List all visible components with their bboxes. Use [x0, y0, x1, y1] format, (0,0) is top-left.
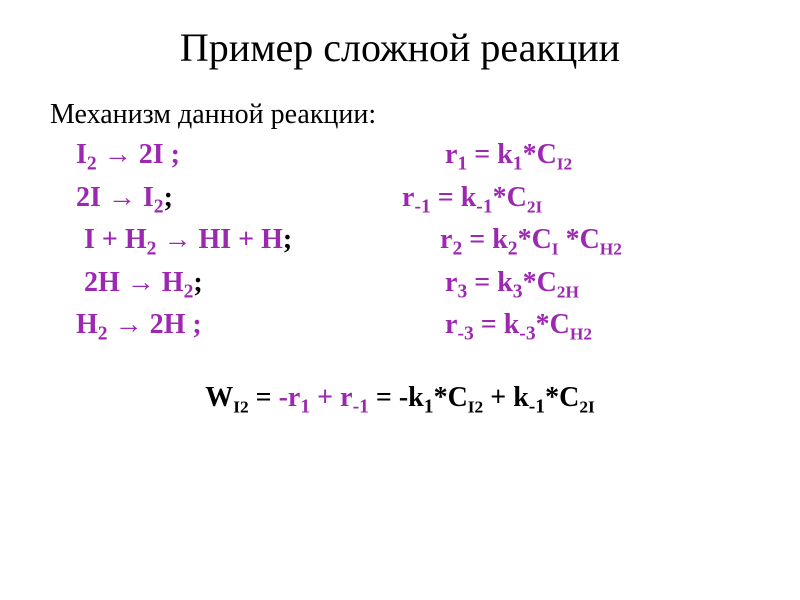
slide-container: Пример сложной реакции Механизм данной р… [0, 0, 800, 600]
slide-title: Пример сложной реакции [40, 24, 760, 71]
reaction-3-right: r2 = k2*CI *CH2 [440, 224, 760, 261]
reaction-row-3: I + H2 → HI + H; r2 = k2*CI *CH2 [40, 224, 760, 261]
reaction-row-4: 2H → H2; r3 = k3*C2H [40, 267, 760, 304]
reaction-1-left: I2 → 2I ; [76, 139, 180, 176]
reaction-2-right: r-1 = k-1*C2I [402, 182, 760, 219]
reaction-row-5: H2 → 2H ; r-3 = k-3*CH2 [40, 309, 760, 346]
reaction-2-left: 2I → I2; [76, 182, 173, 219]
reaction-row-1: I2 → 2I ; r1 = k1*CI2 [40, 139, 760, 176]
reaction-row-2: 2I → I2; r-1 = k-1*C2I [40, 182, 760, 219]
reaction-5-right: r-3 = k-3*CH2 [445, 309, 760, 346]
intro-text: Механизм данной реакции: [40, 99, 760, 131]
reaction-4-left: 2H → H2; [84, 267, 203, 304]
reaction-4-right: r3 = k3*C2H [445, 267, 760, 304]
summary-equation: WI2 = -r1 + r-1 = -k1*CI2 + k-1*C2I [40, 382, 760, 419]
reaction-3-left: I + H2 → HI + H; [84, 224, 292, 261]
reaction-5-left: H2 → 2H ; [76, 309, 202, 346]
reaction-1-right: r1 = k1*CI2 [445, 139, 760, 176]
